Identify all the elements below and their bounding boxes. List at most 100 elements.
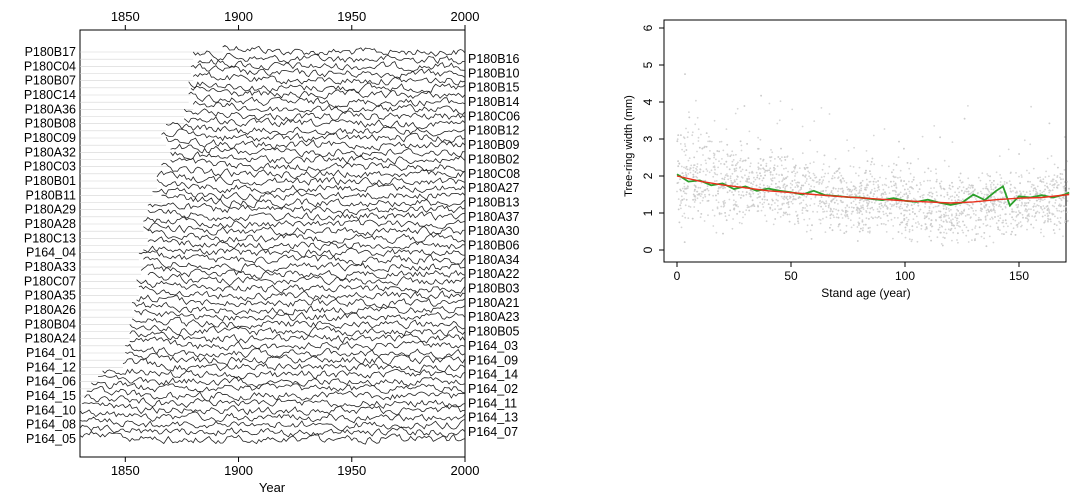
tree-ring-series-line [165, 122, 466, 137]
data-point [1007, 148, 1010, 151]
tree-ring-series-line [79, 416, 466, 432]
data-point [912, 197, 915, 200]
data-point [983, 232, 986, 234]
data-point [908, 209, 911, 212]
data-point [974, 214, 977, 216]
data-point [762, 184, 765, 187]
data-point [893, 184, 896, 187]
data-point [858, 222, 861, 225]
data-point [784, 185, 787, 188]
data-point [1031, 215, 1034, 218]
data-point [897, 177, 899, 179]
data-point [1040, 206, 1042, 208]
data-point [927, 193, 929, 196]
data-point [974, 227, 976, 229]
series-label-right: P180C08 [468, 167, 520, 181]
data-point [1065, 191, 1068, 193]
data-point [976, 192, 979, 195]
data-point [823, 154, 826, 157]
left-bottom-tick-label: 1900 [224, 463, 253, 478]
data-point [892, 180, 895, 183]
data-point [824, 172, 827, 175]
data-point [911, 180, 913, 183]
data-point [791, 108, 794, 111]
data-point [868, 181, 871, 183]
data-point [1053, 223, 1056, 226]
tree-ring-series-line [152, 187, 466, 201]
data-point [766, 185, 769, 187]
data-point [1004, 219, 1007, 222]
data-point [715, 158, 717, 161]
data-point [702, 170, 705, 173]
data-point [804, 207, 806, 209]
data-point [887, 165, 890, 168]
data-point [1063, 205, 1065, 208]
data-point [791, 171, 793, 174]
data-point [809, 204, 812, 207]
data-point [822, 217, 824, 220]
data-point [736, 107, 739, 110]
data-point [766, 169, 769, 172]
data-point [773, 166, 775, 169]
data-point [870, 163, 872, 166]
data-point [988, 206, 991, 208]
data-point [873, 193, 875, 195]
data-point [936, 194, 938, 197]
data-point [853, 146, 855, 149]
data-point [1034, 187, 1036, 190]
data-point [838, 172, 841, 174]
data-point [833, 176, 836, 179]
data-point [786, 198, 789, 201]
data-point [862, 192, 865, 195]
data-point [733, 167, 736, 170]
series-label-left: P164_15 [26, 389, 76, 403]
right-y-tick-label: 0 [641, 246, 655, 253]
data-point [935, 168, 937, 171]
data-point [780, 159, 783, 162]
data-point [965, 234, 968, 237]
data-point [1029, 190, 1031, 193]
data-point [868, 196, 871, 199]
data-point [950, 227, 953, 230]
data-point [819, 219, 822, 221]
series-label-right: P164_11 [468, 396, 517, 410]
data-point [811, 224, 813, 227]
data-point [1008, 180, 1011, 183]
data-point [740, 176, 743, 178]
data-point [702, 154, 704, 156]
data-point [693, 201, 696, 203]
data-point [692, 169, 695, 172]
data-point [995, 222, 998, 225]
data-point [791, 180, 794, 182]
series-label-left: P164_01 [26, 346, 76, 360]
data-point [1011, 210, 1014, 213]
data-point [866, 194, 869, 197]
data-point [1042, 178, 1045, 181]
data-point [755, 184, 758, 187]
data-point [806, 210, 809, 212]
data-point [878, 188, 881, 191]
data-point [705, 168, 708, 171]
data-point [1017, 213, 1020, 216]
data-point [862, 208, 865, 211]
data-point [858, 189, 861, 192]
data-point [761, 203, 764, 206]
data-point [939, 231, 942, 234]
data-point [709, 140, 711, 143]
data-point [707, 140, 709, 143]
data-point [793, 170, 795, 173]
left-top-tick-label: 1900 [224, 9, 253, 24]
data-point [862, 227, 864, 229]
data-point [1016, 191, 1018, 194]
data-point [683, 198, 685, 200]
data-point [680, 226, 683, 229]
data-point [802, 174, 804, 177]
data-point [979, 179, 982, 182]
data-point [988, 190, 990, 193]
data-point [1042, 181, 1045, 183]
data-point [751, 204, 753, 207]
data-point [990, 186, 992, 188]
data-point [909, 192, 911, 195]
data-point [849, 165, 852, 168]
data-point [958, 191, 960, 194]
